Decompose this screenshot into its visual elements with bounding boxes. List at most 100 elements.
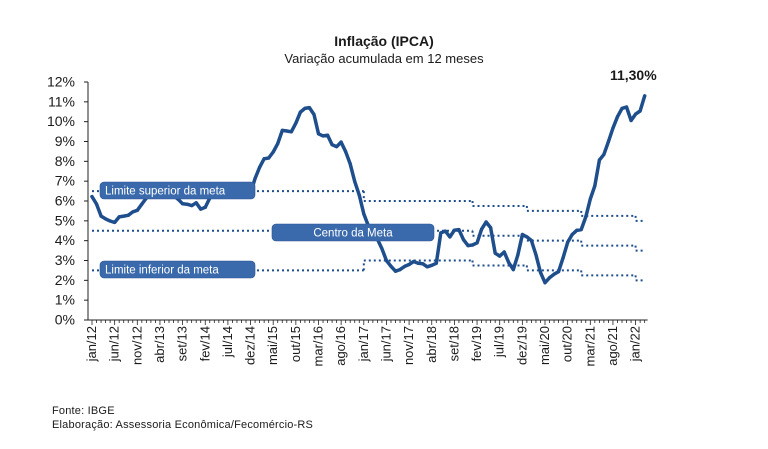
x-tick-label: jun/17 [378,326,393,362]
reference-label: Limite inferior da meta [105,265,219,277]
data-point [194,201,198,205]
data-point [307,105,312,110]
y-tick-label: 4% [55,232,75,248]
data-point [199,207,203,211]
data-point [498,254,502,258]
x-tick-label: dez/14 [243,326,258,365]
x-tick-label: nov/17 [401,326,416,365]
annotations: 11,30% [610,67,657,83]
reference-label-box [271,223,435,242]
data-point [448,235,452,239]
data-point [620,106,624,110]
x-tick-label: jun/12 [107,326,122,362]
data-point [285,129,289,133]
data-point [606,140,611,144]
data-point [575,228,579,232]
reference-label: Centro da Meta [313,228,393,240]
elaboration-note: Elaboração: Assessoria Econômica/Fecomér… [52,419,314,431]
x-tick-label: jul/14 [220,326,235,358]
data-point [344,150,348,154]
data-point [298,110,302,114]
data-point [362,212,366,216]
y-tick-label: 1% [55,292,75,308]
data-point [584,215,588,219]
x-tick-label: fev/19 [469,326,484,361]
reference-label-box [99,260,256,279]
x-tick-label: set/18 [446,326,461,361]
x-tick-label: mar/21 [582,326,597,366]
data-point [615,115,620,119]
data-point [602,152,606,156]
y-tick-label: 6% [55,193,75,209]
x-tick-label: fev/14 [197,326,212,361]
data-point [126,213,130,217]
data-point [267,156,271,160]
data-point [593,184,597,188]
y-tick-label: 0% [55,312,75,328]
y-tick-label: 9% [55,133,75,149]
data-point [511,268,515,272]
x-tick-label: dez/19 [514,326,529,365]
data-point [638,109,642,113]
data-point [425,265,429,269]
data-point [190,203,194,208]
data-point [439,231,443,235]
data-point [131,210,135,214]
y-tick-label: 11% [48,93,75,109]
data-point [271,150,275,154]
data-point [103,217,108,221]
data-point [479,227,484,231]
data-point [348,162,352,166]
data-point [303,106,307,110]
reference-labels: Limite superior da meta Centro da Meta Lim… [99,181,435,279]
data-point [289,130,293,134]
data-point [484,220,488,224]
data-point [380,247,384,251]
data-point [611,126,615,130]
data-point [534,252,538,257]
last-value-annotation: 11,30% [610,67,657,83]
data-point [316,132,321,136]
data-point [117,215,121,219]
x-tick-label: out/15 [288,326,303,362]
data-point [566,240,570,244]
data-point [108,219,112,223]
data-point [258,165,262,169]
y-tick-label: 2% [55,272,75,288]
x-tick-label: out/20 [560,326,575,362]
data-point [203,205,207,209]
data-point [276,142,280,146]
x-tick-label: abr/18 [424,326,439,363]
x-tick-label: mar/16 [311,326,326,366]
data-point [520,232,524,237]
data-point [538,270,543,274]
y-tick-label: 5% [55,212,75,228]
data-point [393,269,398,273]
data-point [443,229,447,233]
x-tick-label: jan/22 [628,326,643,362]
data-point [113,220,117,225]
data-point [561,256,565,260]
data-point [502,250,506,254]
data-point [588,197,592,201]
data-point [389,264,393,268]
source-note: Fonte: IBGE [52,405,115,417]
data-point [330,143,334,147]
data-point [507,261,511,265]
data-point [452,228,456,232]
chart-subtitle: Variação acumulada em 12 meses [284,51,484,66]
reference-label-box [99,181,256,200]
data-point [339,140,343,144]
data-point [475,241,479,245]
x-tick-label: jan/12 [84,326,99,362]
y-tick-label: 10% [47,113,75,129]
data-point [398,268,402,272]
y-tick-label: 8% [55,153,75,169]
data-point [90,195,94,199]
data-point [556,270,561,274]
data-point [407,262,411,267]
x-tick-label: abr/13 [152,326,167,363]
data-point [94,202,99,206]
data-point [570,232,574,237]
